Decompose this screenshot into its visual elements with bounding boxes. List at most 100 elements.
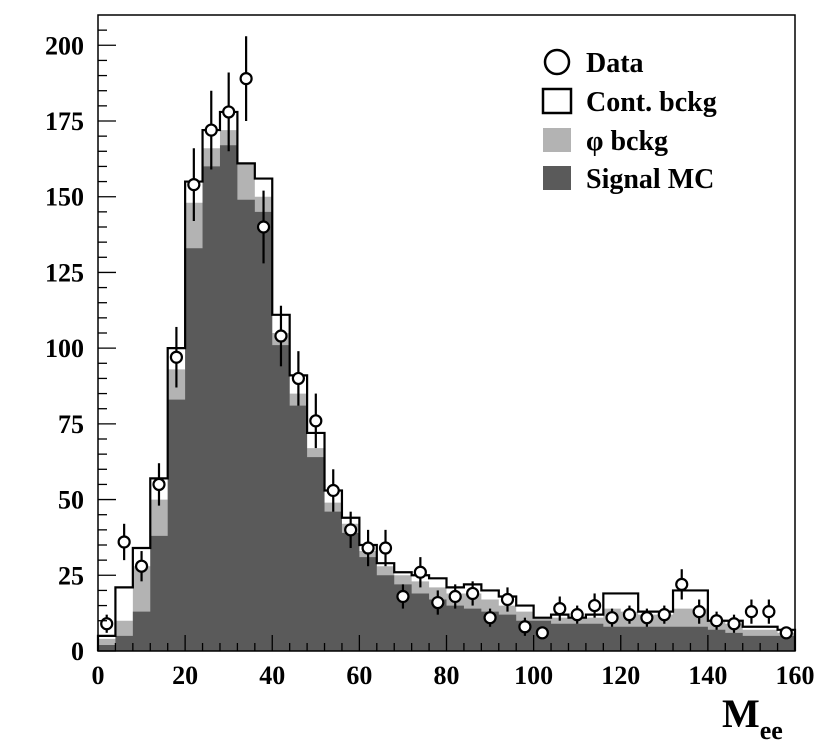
data-marker xyxy=(187,178,201,192)
legend-item: Signal MC xyxy=(543,164,714,195)
data-point xyxy=(309,393,323,449)
x-axis-label-main: M xyxy=(722,691,760,736)
data-point xyxy=(466,581,480,606)
data-point xyxy=(640,608,654,627)
data-marker xyxy=(239,71,253,86)
data-point xyxy=(622,605,637,624)
y-tick-label: 100 xyxy=(45,334,84,363)
data-marker xyxy=(361,541,375,555)
data-marker xyxy=(779,626,793,640)
data-marker xyxy=(413,565,427,579)
data-marker xyxy=(309,414,323,428)
data-point xyxy=(100,614,114,633)
data-point xyxy=(500,587,515,612)
data-marker xyxy=(483,611,497,625)
legend-item: Data xyxy=(543,48,644,79)
legend-label: φ bckg xyxy=(586,126,668,157)
data-point xyxy=(535,626,549,640)
signal-mc-area xyxy=(98,145,795,651)
data-marker xyxy=(344,523,358,537)
data-point xyxy=(779,626,793,640)
data-marker xyxy=(692,605,706,619)
data-marker xyxy=(396,589,410,604)
legend-item: Cont. bckg xyxy=(541,87,717,118)
data-point xyxy=(431,590,445,615)
x-tick-label: 140 xyxy=(688,661,727,690)
x-tick-label: 120 xyxy=(601,661,640,690)
data-point xyxy=(588,593,602,618)
data-marker xyxy=(605,611,619,625)
data-point xyxy=(675,569,689,600)
data-marker xyxy=(448,589,462,604)
data-point xyxy=(692,599,706,624)
data-marker xyxy=(169,350,184,364)
data-point xyxy=(239,36,253,121)
data-marker xyxy=(152,477,166,492)
data-point xyxy=(657,605,671,624)
data-marker xyxy=(640,611,654,625)
y-tick-label: 150 xyxy=(45,183,84,212)
x-tick-label: 100 xyxy=(514,661,553,690)
data-marker xyxy=(222,105,236,119)
data-marker xyxy=(727,617,741,631)
data-point xyxy=(187,148,201,221)
data-point xyxy=(204,90,218,170)
data-point xyxy=(483,608,497,627)
y-tick-label: 50 xyxy=(58,486,84,515)
x-tick-label: 0 xyxy=(92,661,105,690)
y-tick-label: 125 xyxy=(45,258,84,287)
data-marker xyxy=(466,586,480,601)
x-tick-label: 80 xyxy=(434,661,460,690)
data-marker xyxy=(326,483,340,498)
data-point xyxy=(326,469,340,512)
x-tick-label: 40 xyxy=(259,661,285,690)
signal-mc-histogram xyxy=(98,145,795,651)
y-tick-label: 0 xyxy=(71,637,84,666)
x-tick-label: 160 xyxy=(776,661,815,690)
data-point xyxy=(570,605,584,624)
y-tick-label: 175 xyxy=(45,107,84,136)
legend-box-marker xyxy=(541,87,573,115)
data-point xyxy=(256,190,271,264)
data-point xyxy=(169,326,184,388)
data-marker xyxy=(291,371,305,386)
data-point xyxy=(605,608,619,627)
axis-ticks xyxy=(97,29,796,652)
data-points xyxy=(100,36,793,640)
legend-circle-marker xyxy=(543,48,571,76)
data-point xyxy=(344,511,358,549)
x-axis-label: Mee xyxy=(722,691,783,745)
data-marker xyxy=(100,617,114,631)
y-tick-label: 25 xyxy=(58,561,84,590)
data-marker xyxy=(553,601,567,616)
data-marker xyxy=(535,626,549,640)
x-tick-label: 20 xyxy=(172,661,198,690)
data-marker xyxy=(709,614,724,628)
legend-item: φ bckg xyxy=(543,126,668,157)
legend-box-marker xyxy=(543,166,571,190)
data-marker xyxy=(744,605,759,619)
legend-label: Cont. bckg xyxy=(586,87,717,118)
legend-label: Signal MC xyxy=(586,164,714,195)
data-point xyxy=(222,72,236,152)
data-point xyxy=(274,305,288,367)
data-marker xyxy=(657,608,671,622)
data-point xyxy=(117,523,131,561)
data-point xyxy=(291,351,305,406)
data-marker xyxy=(274,329,288,343)
data-marker xyxy=(570,608,584,622)
x-tick-label: 60 xyxy=(346,661,372,690)
data-marker xyxy=(378,541,393,555)
data-point xyxy=(396,584,410,609)
data-marker xyxy=(204,123,218,137)
legend-box-marker xyxy=(543,128,571,152)
legend: Data Cont. bckg φ bckg Signal MC xyxy=(541,48,717,195)
data-point xyxy=(762,599,776,624)
data-marker xyxy=(622,608,637,622)
data-point xyxy=(413,557,427,588)
data-marker xyxy=(675,577,689,591)
y-tick-labels: 0 25 50 75 100 125 150 175 200 xyxy=(45,31,84,666)
data-point xyxy=(727,614,741,633)
data-point xyxy=(709,611,724,630)
